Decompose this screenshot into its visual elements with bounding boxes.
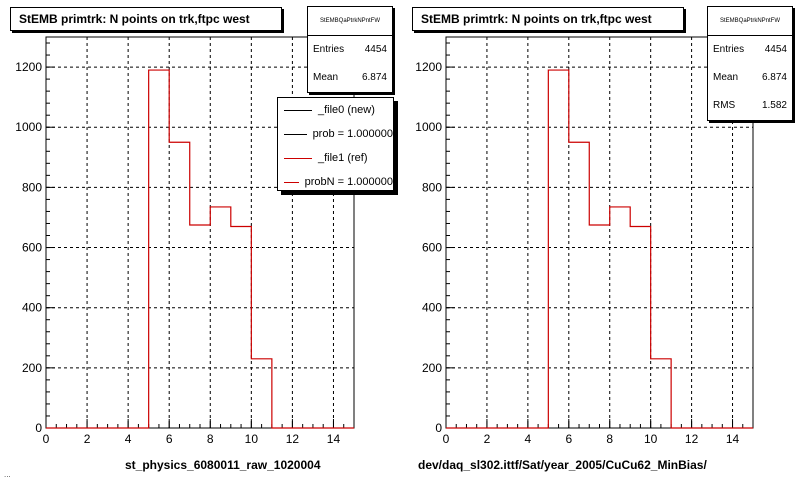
left-legend: _file0 (new) prob = 1.000000 _file1 (ref… xyxy=(277,97,394,191)
right-x-tick-label: 8 xyxy=(606,432,613,446)
legend-line-file0 xyxy=(284,109,312,111)
left-x-tick-label: 2 xyxy=(84,432,91,446)
right-histogram-line xyxy=(446,69,753,429)
right-y-tick-label: 600 xyxy=(422,241,442,255)
legend-line-prob xyxy=(284,133,307,135)
left-x-axis-title: st_physics_6080011_raw_1020004 xyxy=(125,458,321,472)
right-histogram-bin xyxy=(651,359,671,428)
left-plot-frame xyxy=(45,36,355,429)
right-y-tick-label: 200 xyxy=(422,361,442,375)
legend-entry-probn: probN = 1.000000 xyxy=(278,170,393,190)
right-x-tick-label: 6 xyxy=(565,432,572,446)
left-histogram-bin xyxy=(231,226,252,428)
left-chart-title-text: StEMB primtrk: N points on trk,ftpc west xyxy=(19,12,250,26)
right-stats-box: StEMBQaPtrkNPntFW Entries 4454 Mean 6.87… xyxy=(707,6,793,121)
left-x-tick-label: 10 xyxy=(245,432,259,446)
right-histogram-bin xyxy=(610,207,630,428)
left-chart-title: StEMB primtrk: N points on trk,ftpc west xyxy=(10,7,282,31)
left-stats-row-mean: Mean 6.874 xyxy=(313,72,387,83)
right-y-tick-label: 0 xyxy=(435,421,442,435)
legend-entry-file0: _file0 (new) xyxy=(278,98,393,122)
left-histogram-bin xyxy=(169,142,190,428)
footer-text: ... xyxy=(4,470,11,479)
right-histogram-bin xyxy=(548,70,568,428)
right-x-tick-label: 0 xyxy=(443,432,450,446)
right-y-tick-label: 800 xyxy=(422,180,442,194)
left-x-tick-label: 0 xyxy=(43,432,50,446)
right-y-tick-label: 1000 xyxy=(415,120,442,134)
left-histogram-bin xyxy=(190,225,211,428)
left-x-tick-label: 12 xyxy=(286,432,300,446)
left-histogram-line xyxy=(46,69,354,429)
right-stats-row-entries: Entries 4454 xyxy=(713,44,787,55)
right-x-tick-label: 4 xyxy=(525,432,532,446)
right-chart-title-text: StEMB primtrk: N points on trk,ftpc west xyxy=(421,12,652,26)
legend-line-file1 xyxy=(284,157,312,159)
right-x-tick-label: 14 xyxy=(726,432,740,446)
left-histogram-bin xyxy=(149,70,170,428)
left-y-tick-label: 800 xyxy=(22,180,42,194)
left-y-tick-label: 400 xyxy=(22,301,42,315)
right-stats-name: StEMBQaPtrkNPntFW xyxy=(708,7,792,36)
legend-entry-file1: _file1 (ref) xyxy=(278,146,393,170)
left-stats-name: StEMBQaPtrkNPntFW xyxy=(308,7,392,36)
left-x-tick-label: 4 xyxy=(125,432,132,446)
legend-entry-prob: prob = 1.000000 xyxy=(278,122,393,146)
left-y-tick-label: 1200 xyxy=(15,60,42,74)
right-x-tick-label: 10 xyxy=(644,432,658,446)
left-histogram-bin xyxy=(210,207,231,428)
left-stats-box: StEMBQaPtrkNPntFW Entries 4454 Mean 6.87… xyxy=(307,6,393,93)
right-y-tick-label: 1200 xyxy=(415,60,442,74)
left-y-tick-label: 200 xyxy=(22,361,42,375)
legend-line-probn xyxy=(284,181,299,183)
right-histogram-bin xyxy=(569,142,589,428)
right-y-tick-label: 400 xyxy=(422,301,442,315)
right-stats-row-rms: RMS 1.582 xyxy=(713,100,787,111)
right-histogram-bin xyxy=(630,226,650,428)
left-x-tick-label: 8 xyxy=(207,432,214,446)
left-histogram-bin xyxy=(251,359,272,428)
right-stats-row-mean: Mean 6.874 xyxy=(713,72,787,83)
left-y-tick-label: 0 xyxy=(35,421,42,435)
right-chart-title: StEMB primtrk: N points on trk,ftpc west xyxy=(412,7,684,31)
left-stats-row-entries: Entries 4454 xyxy=(313,44,387,55)
left-x-tick-label: 6 xyxy=(166,432,173,446)
left-x-tick-label: 14 xyxy=(327,432,341,446)
right-x-tick-label: 2 xyxy=(484,432,491,446)
right-x-axis-title: dev/daq_sl302.ittf/Sat/year_2005/CuCu62_… xyxy=(418,458,707,472)
left-y-tick-label: 600 xyxy=(22,241,42,255)
right-histogram-bin xyxy=(589,225,609,428)
right-x-tick-label: 12 xyxy=(685,432,699,446)
left-y-tick-label: 1000 xyxy=(15,120,42,134)
